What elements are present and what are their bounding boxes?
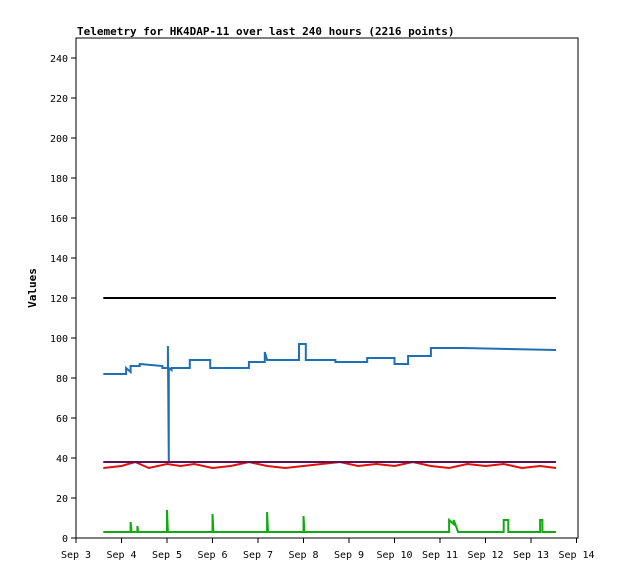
x-tick-label: Sep 10 bbox=[376, 550, 412, 561]
series-line-1 bbox=[103, 343, 557, 463]
y-axis: 0 20 40 60 80 100 120 140 160 180 200 220 240 bbox=[50, 54, 76, 545]
x-tick-label: Sep 6 bbox=[197, 550, 227, 561]
y-tick-label: 100 bbox=[50, 334, 68, 345]
x-tick-label: Sep 7 bbox=[243, 550, 273, 561]
x-tick-label: Sep 3 bbox=[61, 550, 91, 561]
y-axis-title: Values bbox=[26, 268, 39, 308]
x-tick-label: Sep 14 bbox=[558, 550, 594, 561]
plot-frame bbox=[75, 37, 579, 539]
x-tick-label: Sep 13 bbox=[513, 550, 549, 561]
x-tick-label: Sep 5 bbox=[152, 550, 182, 561]
chart-title: Telemetry for HK4DAP-11 over last 240 ho… bbox=[77, 25, 455, 38]
y-tick-label: 20 bbox=[56, 494, 68, 505]
y-tick-label: 180 bbox=[50, 174, 68, 185]
series-layer bbox=[103, 297, 557, 533]
x-tick-label: Sep 4 bbox=[106, 550, 136, 561]
x-tick-label: Sep 12 bbox=[467, 550, 503, 561]
y-tick-label: 0 bbox=[62, 534, 68, 545]
y-tick-label: 140 bbox=[50, 254, 68, 265]
y-tick-label: 160 bbox=[50, 214, 68, 225]
y-tick-label: 240 bbox=[50, 54, 68, 65]
series-line-4 bbox=[103, 509, 556, 533]
x-tick-label: Sep 9 bbox=[334, 550, 364, 561]
y-tick-label: 220 bbox=[50, 94, 68, 105]
y-tick-label: 120 bbox=[50, 294, 68, 305]
y-tick-label: 60 bbox=[56, 414, 68, 425]
x-tick-label: Sep 8 bbox=[288, 550, 318, 561]
series-line-2 bbox=[103, 460, 557, 470]
x-tick-label: Sep 11 bbox=[422, 550, 458, 561]
y-tick-label: 200 bbox=[50, 134, 68, 145]
y-tick-label: 40 bbox=[56, 454, 68, 465]
y-tick-label: 80 bbox=[56, 374, 68, 385]
x-axis: Sep 3 Sep 4 Sep 5 Sep 6 Sep 7 Sep 8 Sep 9 Sep 1… bbox=[61, 538, 595, 561]
